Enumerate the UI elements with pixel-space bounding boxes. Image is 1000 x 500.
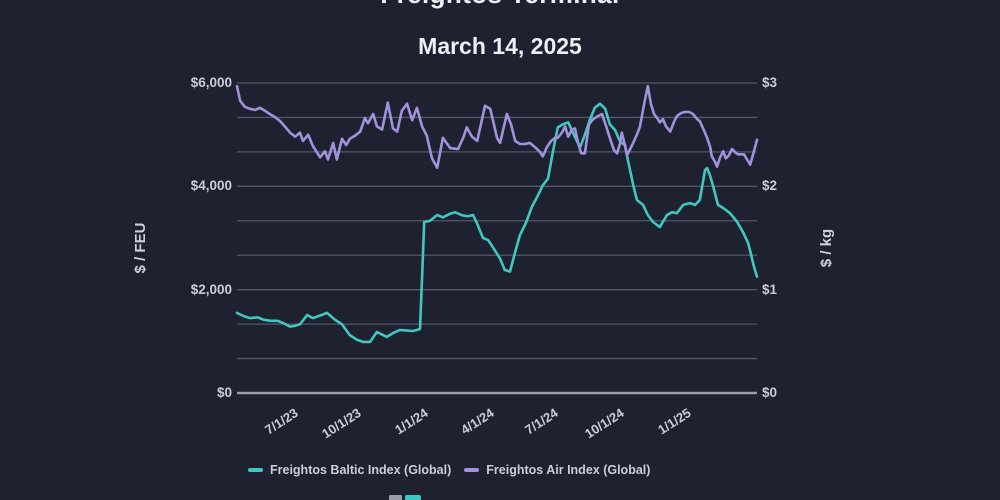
left-axis-title: $ / FEU: [132, 222, 149, 274]
legend-swatch-icon: [248, 467, 263, 473]
legend-label: Freightos Baltic Index (Global): [270, 463, 452, 477]
left-ytick-label: $2,000: [190, 281, 232, 297]
freightos-logo-fragment-teal-icon: [405, 495, 421, 500]
series-line-fbx[interactable]: [235, 102, 759, 344]
right-ytick-label: $0: [762, 385, 778, 400]
series-line-fax[interactable]: [235, 84, 759, 169]
legend-swatch-icon: [464, 467, 480, 473]
right-ytick-label: $1: [762, 281, 778, 297]
right-ytick-label: $3: [762, 75, 778, 90]
page-title: Freightos Terminal: [0, 0, 1000, 10]
left-ytick-label: $6,000: [190, 75, 232, 90]
right-ytick-label: $2: [762, 178, 778, 194]
legend-label: Freightos Air Index (Global): [486, 463, 651, 477]
chart-legend: Freightos Baltic Index (Global) Freightos…: [248, 463, 650, 477]
legend-item-fbx[interactable]: Freightos Baltic Index (Global): [248, 463, 451, 477]
legend-item-fax[interactable]: Freightos Air Index (Global): [464, 463, 650, 477]
chart-date-subtitle: March 14, 2025: [418, 33, 582, 59]
right-axis-title: $ / kg: [818, 228, 835, 268]
freightos-logo-fragment-icon: [389, 495, 402, 500]
left-ytick-label: $4,000: [190, 178, 232, 194]
left-ytick-label: $0: [216, 385, 232, 400]
